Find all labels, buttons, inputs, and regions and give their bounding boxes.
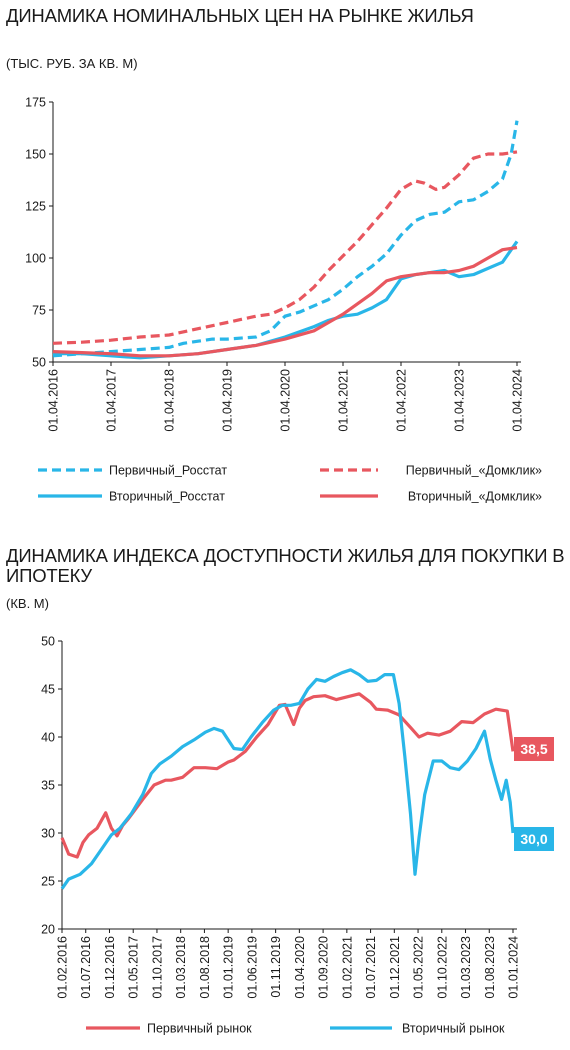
y-tick-label: 100 <box>25 252 46 266</box>
x-tick-label: 01.12.2021 <box>388 936 402 999</box>
series-line-2 <box>60 668 515 890</box>
x-tick-label: 01.03.2018 <box>174 936 188 999</box>
series-line-1 <box>60 692 515 859</box>
y-tick-label: 175 <box>25 96 46 110</box>
y-tick-label: 125 <box>25 200 46 214</box>
x-tick-label: 01.06.2019 <box>245 936 259 999</box>
chart1-title: ДИНАМИКА НОМИНАЛЬНЫХ ЦЕН НА РЫНКЕ ЖИЛЬЯ <box>6 5 474 26</box>
chart2-title: ДИНАМИКА ИНДЕКСА ДОСТУПНОСТИ ЖИЛЬЯ ДЛЯ П… <box>6 545 565 586</box>
series-line-2 <box>52 150 518 345</box>
x-tick-label: 01.04.2018 <box>163 369 177 432</box>
x-tick-label: 01.05.2022 <box>412 936 426 999</box>
end-label-secondary: 30,0 <box>520 831 547 847</box>
y-tick-label: 20 <box>41 923 55 937</box>
chart2-subtitle: (КВ. М) <box>6 596 49 611</box>
x-tick-label: 01.10.2022 <box>435 936 449 999</box>
x-tick-label: 01.10.2017 <box>150 936 164 999</box>
price-dynamics-chart: 50 75 100 125 150 175 01.04.2016 01.04.2017 01.0… <box>25 96 542 504</box>
x-tick-label: 01.03.2023 <box>459 936 473 999</box>
x-tick-label: 01.04.2016 <box>47 369 61 432</box>
end-label-primary-box <box>514 737 554 761</box>
x-tick-label: 01.04.2023 <box>453 369 467 432</box>
legend-label-4: Вторичный_«Домклик» <box>408 490 542 504</box>
x-tick-label: 01.11.2019 <box>269 936 283 998</box>
x-tick-label: 01.07.2021 <box>364 936 378 999</box>
x-tick-label: 01.01.2024 <box>507 936 521 999</box>
y-tick-label: 75 <box>32 304 46 318</box>
x-tick-label: 01.09.2020 <box>317 936 331 999</box>
y-tick-label: 40 <box>41 731 55 745</box>
y-tick-label: 45 <box>41 683 55 697</box>
legend-label-1: Первичный_Росстат <box>109 464 227 478</box>
end-label-secondary-box <box>514 827 554 851</box>
x-tick-label: 01.08.2023 <box>483 936 497 999</box>
x-tick-label: 01.04.2020 <box>279 369 293 432</box>
y-tick-label: 150 <box>25 148 46 162</box>
y-tick-label: 35 <box>41 779 55 793</box>
legend-label-1: Первичный рынок <box>147 1022 252 1036</box>
legend-label-2: Первичный_«Домклик» <box>406 464 542 478</box>
x-tick-label: 01.04.2019 <box>221 369 235 432</box>
legend-label-2: Вторичный рынок <box>402 1022 505 1036</box>
x-tick-label: 01.04.2021 <box>337 369 351 432</box>
x-tick-label: 01.01.2019 <box>222 936 236 999</box>
chart1-subtitle: (ТЫС. РУБ. ЗА КВ. М) <box>6 56 138 71</box>
series-line-4 <box>52 246 518 358</box>
x-tick-label: 01.04.2020 <box>293 936 307 999</box>
x-tick-label: 01.12.2016 <box>103 936 117 999</box>
x-tick-label: 01.07.2016 <box>79 936 93 999</box>
y-tick-label: 25 <box>41 875 55 889</box>
end-label-primary: 38,5 <box>520 741 547 757</box>
x-tick-label: 01.08.2018 <box>198 936 212 999</box>
series-line-1 <box>52 120 519 358</box>
x-tick-label: 01.04.2017 <box>105 369 119 432</box>
y-tick-label: 30 <box>41 827 55 841</box>
x-tick-label: 01.04.2022 <box>395 369 409 432</box>
y-tick-label: 50 <box>32 356 46 370</box>
affordability-index-chart: 20 25 30 35 40 45 50 01.02.2016 01.07.2016 01.12.… <box>41 635 554 1036</box>
x-tick-label: 01.04.2024 <box>511 369 525 432</box>
y-tick-label: 50 <box>41 635 55 649</box>
x-tick-label: 01.02.2021 <box>340 936 354 999</box>
legend-label-3: Вторичный_Росстат <box>109 490 225 504</box>
x-tick-label: 01.05.2017 <box>127 936 141 999</box>
x-tick-label: 01.02.2016 <box>56 936 70 999</box>
